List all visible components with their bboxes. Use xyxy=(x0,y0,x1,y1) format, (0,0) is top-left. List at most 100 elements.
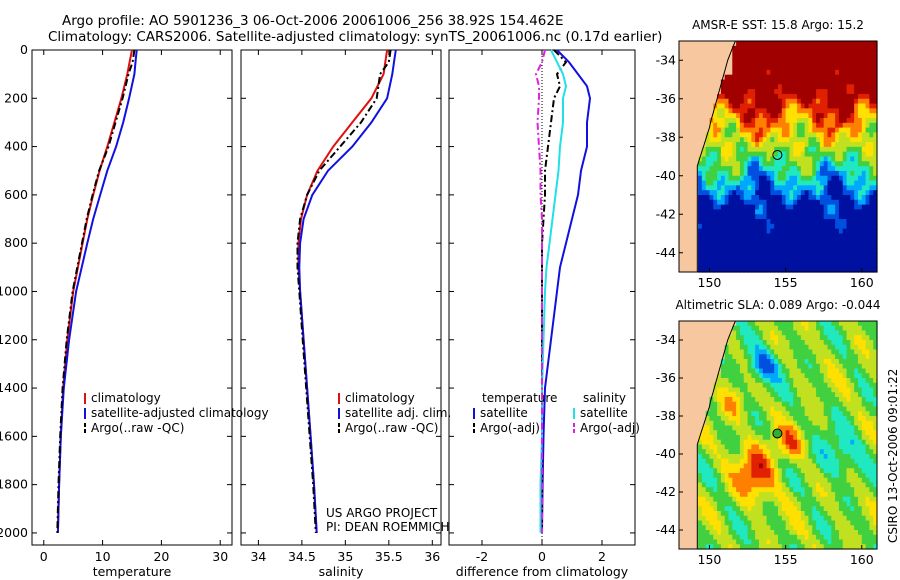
sla-cell xyxy=(709,458,714,465)
sst-cell xyxy=(827,180,832,186)
sla-cell xyxy=(816,520,821,526)
sla-cell xyxy=(861,401,867,408)
sla-cell xyxy=(751,406,756,412)
sla-cell xyxy=(865,373,870,379)
sla-cell xyxy=(827,401,832,408)
sst-cell xyxy=(850,103,855,109)
sst-cell xyxy=(800,41,806,47)
sst-cell xyxy=(812,132,817,138)
sst-cell xyxy=(850,180,855,186)
sla-cell xyxy=(861,330,867,336)
sst-cell xyxy=(755,214,760,220)
sst-cell xyxy=(698,185,703,191)
sla-cell xyxy=(819,321,825,327)
sst-cell xyxy=(831,185,836,191)
sla-cell xyxy=(865,435,870,441)
sla-cell xyxy=(781,530,787,536)
sla-cell xyxy=(766,454,771,460)
sst-cell xyxy=(838,228,844,235)
sla-cell xyxy=(728,458,733,465)
sst-cell xyxy=(713,161,718,167)
difference-xtick-label: 2 xyxy=(598,549,606,564)
sla-cell xyxy=(781,454,787,460)
sst-cell xyxy=(781,122,787,129)
sla-cell xyxy=(766,487,771,493)
sst-cell xyxy=(751,223,756,230)
sst-cell xyxy=(778,223,783,230)
sla-cell xyxy=(732,525,737,531)
sst-cell xyxy=(717,98,722,105)
sla-cell xyxy=(793,382,798,389)
sst-cell xyxy=(861,243,867,249)
sst-cell xyxy=(755,219,760,225)
sla-cell xyxy=(827,416,832,422)
sst-cell xyxy=(743,204,749,211)
sst-cell xyxy=(873,118,878,124)
sla-cell xyxy=(747,468,752,474)
sst-cell xyxy=(804,195,810,201)
sst-cell xyxy=(838,132,844,138)
sst-cell xyxy=(720,161,726,167)
sla-cell xyxy=(762,340,768,346)
sst-cell xyxy=(762,190,768,196)
sla-cell xyxy=(808,506,813,512)
sla-cell xyxy=(758,444,764,450)
sst-cell xyxy=(717,219,722,225)
sst-cell xyxy=(804,214,810,220)
sst-cell xyxy=(774,199,779,206)
sst-cell xyxy=(701,190,707,196)
sla-cell xyxy=(865,397,870,403)
sla-cell xyxy=(865,363,870,370)
sla-cell xyxy=(804,411,810,417)
sst-cell xyxy=(831,137,836,143)
sla-cell xyxy=(857,411,863,417)
sst-ytick-label: -40 xyxy=(656,168,676,183)
sst-cell xyxy=(724,233,730,239)
sla-cell xyxy=(770,501,775,507)
sst-cell xyxy=(823,118,829,124)
sst-cell xyxy=(720,219,726,225)
sst-cell xyxy=(812,60,817,66)
sla-cell xyxy=(713,530,718,536)
sst-cell xyxy=(751,113,756,119)
sst-cell xyxy=(800,93,806,100)
sla-cell xyxy=(755,354,760,360)
sst-cell xyxy=(816,127,821,134)
sst-cell xyxy=(861,199,867,206)
sla-cell xyxy=(774,511,779,517)
sst-cell xyxy=(827,103,832,109)
sst-cell xyxy=(736,190,741,196)
sla-cell xyxy=(774,525,779,531)
sst-cell xyxy=(873,79,878,85)
sst-cell xyxy=(835,185,840,191)
sla-cell xyxy=(797,520,802,526)
sla-cell xyxy=(827,520,832,526)
sst-cell xyxy=(732,146,737,153)
sla-cell xyxy=(819,378,825,384)
sst-cell xyxy=(778,219,783,225)
sla-cell xyxy=(800,458,806,465)
sla-cell xyxy=(846,520,851,526)
sla-cell xyxy=(751,425,756,431)
sst-cell xyxy=(736,262,741,268)
sla-cell xyxy=(747,501,752,507)
sst-cell xyxy=(762,74,768,81)
sst-cell xyxy=(819,180,825,186)
sst-cell xyxy=(838,195,844,201)
sla-cell xyxy=(797,544,802,550)
sla-cell xyxy=(728,397,733,403)
sla-cell xyxy=(724,520,730,526)
sla-cell xyxy=(854,539,859,545)
sst-cell xyxy=(827,84,832,90)
sla-cell xyxy=(751,325,756,332)
sst-cell xyxy=(819,247,825,254)
sst-cell xyxy=(812,185,817,191)
sla-cell xyxy=(873,321,878,327)
sla-cell xyxy=(819,363,825,370)
sla-cell xyxy=(781,501,787,507)
sst-cell xyxy=(842,137,848,143)
sst-cell xyxy=(861,137,867,143)
sla-cell xyxy=(747,378,752,384)
sst-cell xyxy=(827,93,832,100)
sla-cell xyxy=(781,515,787,522)
